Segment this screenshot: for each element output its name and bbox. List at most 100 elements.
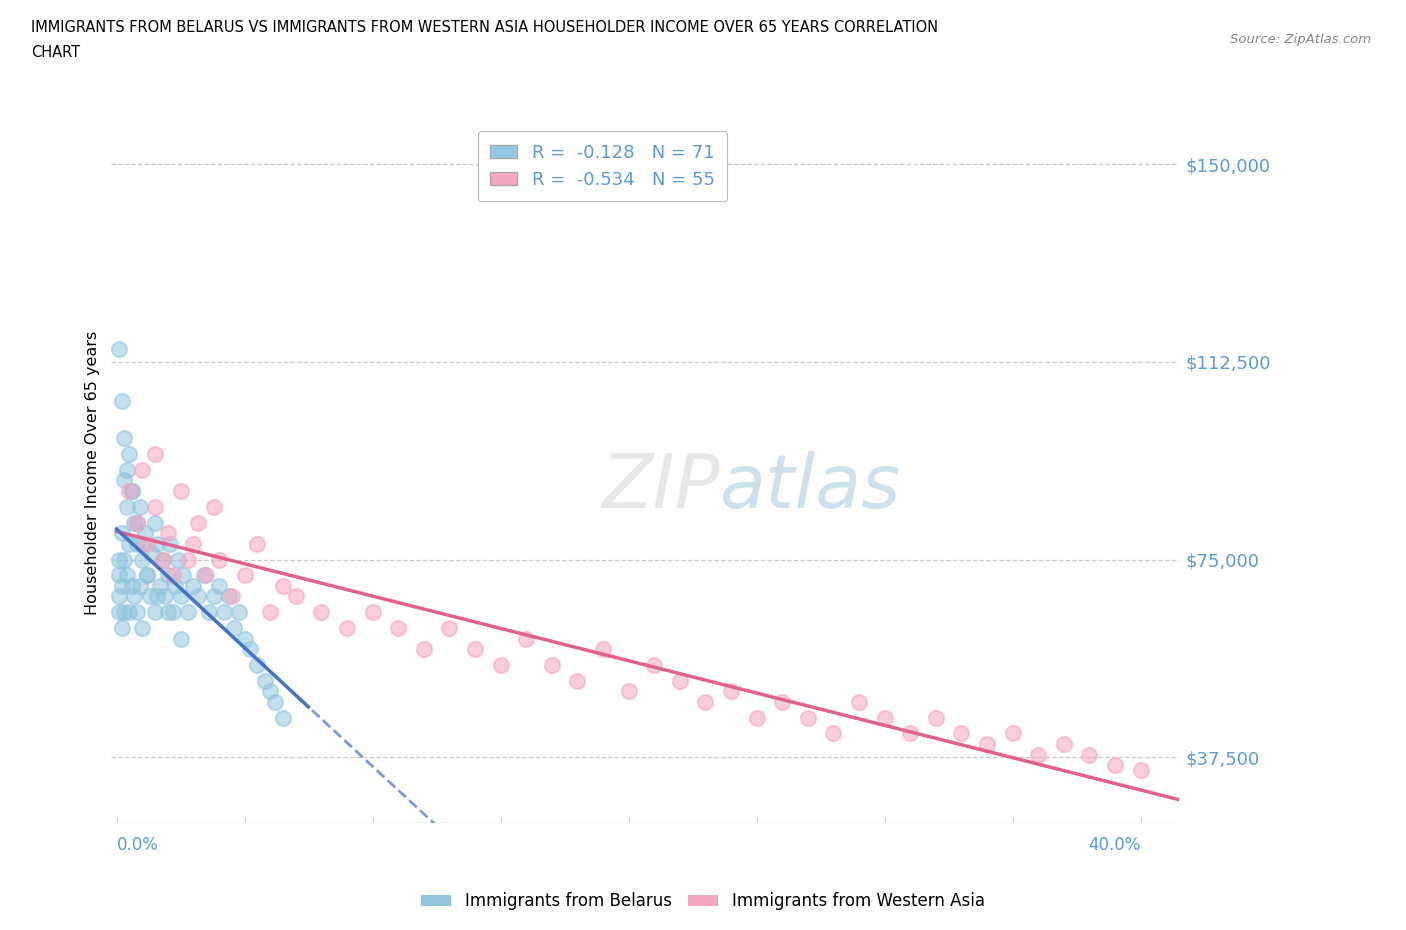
Point [668, 673, 690, 688]
Point [112, 604, 135, 619]
Point [208, 578, 231, 593]
Point [412, 642, 434, 657]
Point [177, 604, 200, 619]
Text: 40.0%: 40.0% [1088, 836, 1140, 855]
Point [873, 711, 896, 725]
Point [271, 578, 294, 593]
Point [124, 589, 146, 604]
Point [745, 711, 768, 725]
Point [128, 499, 150, 514]
Point [246, 658, 269, 672]
Text: ZIP: ZIP [602, 450, 720, 523]
Point [111, 578, 134, 593]
Point [177, 552, 200, 567]
Point [212, 604, 235, 619]
Point [239, 642, 262, 657]
Point [183, 578, 205, 593]
Point [125, 604, 148, 619]
Point [271, 711, 294, 725]
Point [111, 394, 134, 409]
Point [152, 552, 174, 567]
Point [643, 658, 665, 672]
Point [218, 589, 240, 604]
Point [108, 552, 131, 567]
Point [540, 658, 562, 672]
Point [165, 578, 187, 593]
Point [253, 673, 276, 688]
Point [112, 552, 135, 567]
Y-axis label: Householder Income Over 65 years: Householder Income Over 65 years [86, 330, 100, 615]
Point [848, 695, 870, 710]
Point [284, 589, 307, 604]
Point [1001, 726, 1024, 741]
Point [134, 525, 156, 540]
Point [162, 604, 184, 619]
Point [118, 484, 141, 498]
Point [720, 684, 742, 698]
Point [143, 499, 166, 514]
Point [136, 568, 159, 583]
Text: Source: ZipAtlas.com: Source: ZipAtlas.com [1230, 33, 1371, 46]
Point [136, 568, 159, 583]
Point [567, 673, 589, 688]
Point [224, 620, 246, 635]
Point [152, 552, 174, 567]
Point [193, 568, 215, 583]
Point [146, 537, 169, 551]
Text: CHART: CHART [31, 45, 80, 60]
Point [1053, 737, 1076, 751]
Point [361, 604, 384, 619]
Point [169, 631, 191, 646]
Point [118, 604, 141, 619]
Point [153, 589, 176, 604]
Point [823, 726, 845, 741]
Point [183, 537, 205, 551]
Point [146, 589, 169, 604]
Point [111, 525, 134, 540]
Text: atlas: atlas [720, 450, 901, 523]
Point [925, 711, 948, 725]
Legend: Immigrants from Belarus, Immigrants from Western Asia: Immigrants from Belarus, Immigrants from… [415, 885, 991, 917]
Point [143, 446, 166, 461]
Point [259, 604, 281, 619]
Point [125, 515, 148, 530]
Point [202, 499, 225, 514]
Point [131, 537, 153, 551]
Point [125, 537, 148, 551]
Point [143, 515, 166, 530]
Point [108, 589, 131, 604]
Point [112, 473, 135, 488]
Point [169, 589, 191, 604]
Point [233, 568, 256, 583]
Point [950, 726, 973, 741]
Point [976, 737, 998, 751]
Point [156, 568, 179, 583]
Point [195, 568, 218, 583]
Point [246, 537, 269, 551]
Point [617, 684, 640, 698]
Text: 0.0%: 0.0% [117, 836, 159, 855]
Point [156, 604, 179, 619]
Point [311, 604, 333, 619]
Point [167, 552, 190, 567]
Point [187, 515, 209, 530]
Point [387, 620, 409, 635]
Point [1104, 758, 1126, 773]
Point [1129, 763, 1152, 777]
Point [108, 604, 131, 619]
Point [464, 642, 486, 657]
Point [898, 726, 921, 741]
Point [115, 462, 138, 477]
Point [108, 568, 131, 583]
Point [172, 568, 194, 583]
Point [770, 695, 793, 710]
Point [121, 484, 143, 498]
Point [111, 620, 134, 635]
Point [202, 589, 225, 604]
Point [489, 658, 512, 672]
Point [695, 695, 717, 710]
Point [336, 620, 359, 635]
Point [124, 515, 146, 530]
Point [169, 484, 191, 498]
Point [121, 484, 143, 498]
